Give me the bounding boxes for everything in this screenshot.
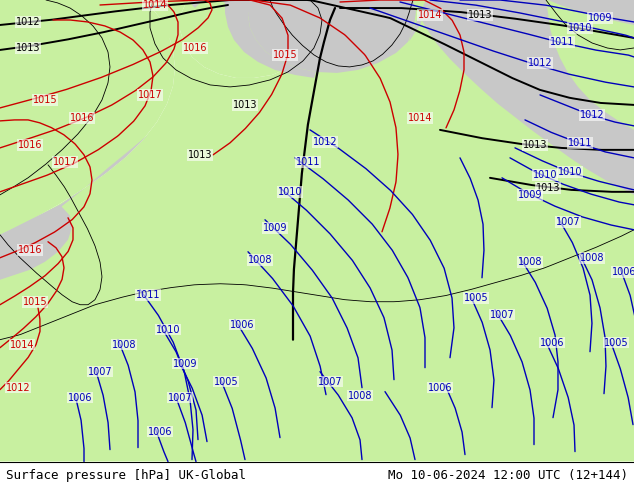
Text: 1010: 1010: [568, 23, 592, 33]
Text: 1016: 1016: [183, 43, 207, 53]
Text: 1009: 1009: [172, 359, 197, 368]
Polygon shape: [314, 0, 426, 97]
Polygon shape: [137, 18, 172, 55]
Text: 1006: 1006: [540, 338, 564, 348]
Text: 1010: 1010: [156, 325, 180, 335]
Text: 1006: 1006: [148, 427, 172, 437]
Text: 1016: 1016: [18, 245, 42, 255]
Text: Surface pressure [hPa] UK-Global: Surface pressure [hPa] UK-Global: [6, 469, 247, 482]
Text: 1015: 1015: [23, 297, 48, 307]
Text: 1010: 1010: [558, 167, 582, 177]
Text: 1014: 1014: [408, 113, 432, 123]
Text: 1014: 1014: [10, 340, 34, 350]
Text: 1005: 1005: [463, 293, 488, 303]
Text: 1011: 1011: [568, 138, 592, 148]
Text: 1012: 1012: [16, 17, 41, 27]
Text: 1007: 1007: [555, 217, 580, 227]
Text: 1013: 1013: [468, 10, 492, 20]
Text: 1014: 1014: [418, 10, 443, 20]
Text: 1008: 1008: [248, 255, 272, 265]
Text: 1007: 1007: [489, 310, 514, 319]
Text: 1013: 1013: [233, 100, 257, 110]
Text: 1015: 1015: [33, 95, 57, 105]
Polygon shape: [140, 0, 634, 195]
Text: 1005: 1005: [604, 338, 628, 348]
Polygon shape: [248, 0, 426, 73]
Polygon shape: [546, 0, 634, 25]
Polygon shape: [0, 0, 634, 462]
Text: 1011: 1011: [550, 37, 574, 47]
Text: 1009: 1009: [588, 13, 612, 23]
Text: 1006: 1006: [68, 392, 93, 403]
Text: 1008: 1008: [579, 253, 604, 263]
Text: 1005: 1005: [214, 377, 238, 387]
Text: 1007: 1007: [318, 377, 342, 387]
Polygon shape: [0, 205, 72, 280]
Text: 1006: 1006: [230, 319, 254, 330]
Text: 1017: 1017: [138, 90, 162, 100]
Text: 1012: 1012: [6, 383, 30, 392]
Text: 1010: 1010: [278, 187, 302, 197]
Text: 1010: 1010: [533, 170, 557, 180]
Polygon shape: [190, 0, 316, 78]
Text: 1011: 1011: [136, 290, 160, 300]
Text: 1016: 1016: [70, 113, 94, 123]
Text: 1006: 1006: [428, 383, 452, 392]
Text: 1009: 1009: [262, 223, 287, 233]
Text: 1012: 1012: [527, 58, 552, 68]
Text: 1017: 1017: [53, 157, 77, 167]
Text: 1014: 1014: [143, 0, 167, 10]
Text: Mo 10-06-2024 12:00 UTC (12+144): Mo 10-06-2024 12:00 UTC (12+144): [387, 469, 628, 482]
Text: 1013: 1013: [188, 150, 212, 160]
Text: 1009: 1009: [518, 190, 542, 200]
Polygon shape: [0, 0, 148, 280]
Text: 1011: 1011: [295, 157, 320, 167]
Text: 1013: 1013: [523, 140, 547, 150]
Text: 1016: 1016: [18, 140, 42, 150]
Text: 1013: 1013: [536, 183, 560, 193]
Text: 1008: 1008: [112, 340, 136, 350]
Text: 1007: 1007: [167, 392, 192, 403]
Text: 1013: 1013: [16, 43, 40, 53]
Polygon shape: [0, 0, 175, 462]
Text: 1008: 1008: [518, 257, 542, 267]
Text: 1012: 1012: [313, 137, 337, 147]
Polygon shape: [180, 0, 325, 78]
Text: 1012: 1012: [579, 110, 604, 120]
Text: 1008: 1008: [348, 391, 372, 401]
Polygon shape: [426, 0, 634, 130]
Text: 1006: 1006: [612, 267, 634, 277]
Text: 1007: 1007: [87, 367, 112, 377]
Text: 1015: 1015: [273, 50, 297, 60]
